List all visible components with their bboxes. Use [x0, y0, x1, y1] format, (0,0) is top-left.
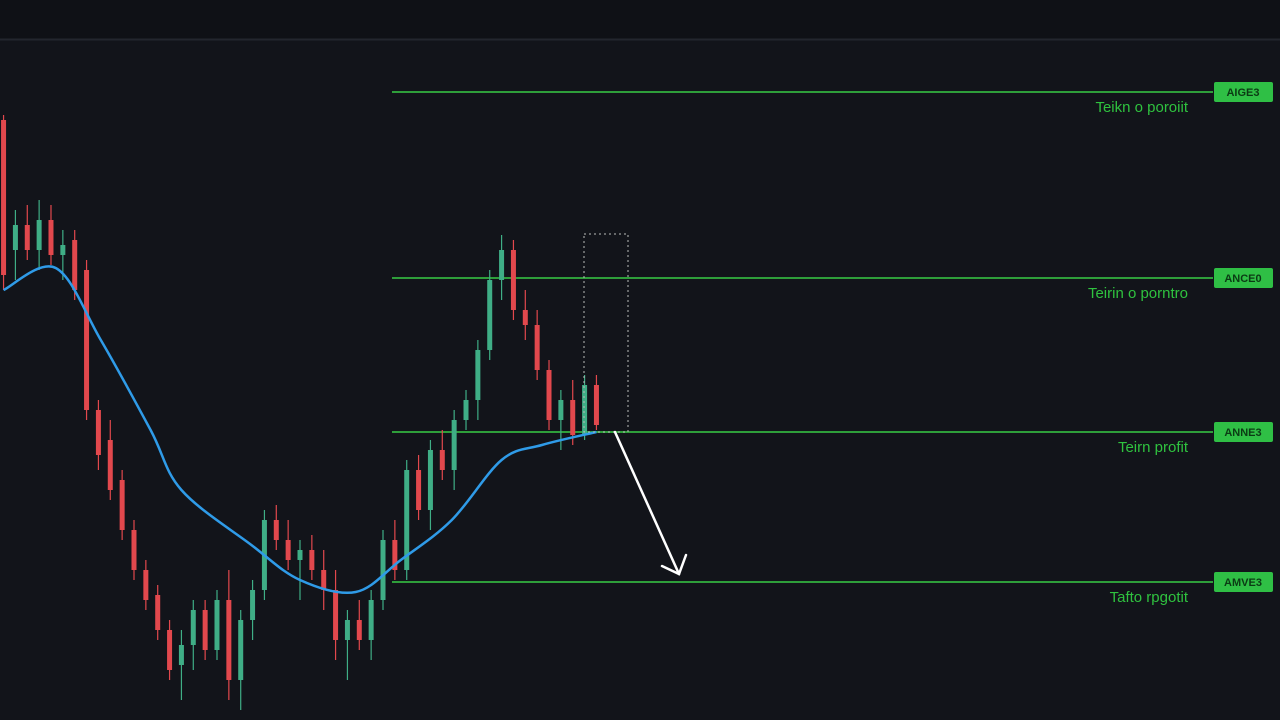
price-tag-text: AMVE3 — [1224, 577, 1262, 589]
candle-body — [285, 540, 291, 560]
price-tag — [1214, 422, 1273, 442]
candle-body — [593, 385, 599, 425]
level-label: Tafto rpgotit — [1110, 589, 1189, 606]
candle-body — [380, 540, 386, 600]
candle-body — [250, 590, 256, 620]
price-tag-text: ANCE0 — [1224, 273, 1261, 285]
candle-body — [143, 570, 149, 600]
moving-average — [2, 265, 597, 595]
candle-body — [463, 400, 469, 420]
candle-body — [131, 530, 137, 570]
candle-body — [24, 225, 30, 250]
candle-body — [238, 620, 244, 680]
candle-body — [1, 120, 7, 275]
level-label: Teirin o porntro — [1088, 285, 1188, 302]
candle-body — [333, 590, 339, 640]
candle-body — [167, 630, 173, 670]
levels: AIGE3 Teikn o poroiit ANCE0 Teirin o porntr… — [392, 82, 1273, 606]
candle-body — [356, 620, 362, 640]
candle-body — [439, 450, 445, 470]
candle-body — [178, 645, 184, 665]
candle-body — [558, 400, 564, 420]
candle-body — [510, 250, 516, 310]
top-bar — [0, 0, 1280, 39]
candle-body — [368, 600, 374, 640]
candle-body — [522, 310, 528, 325]
candle-body — [309, 550, 315, 570]
candle-body — [36, 220, 42, 250]
price-tag — [1214, 268, 1273, 288]
candle-body — [214, 600, 220, 650]
candle-body — [12, 225, 18, 250]
candle-body — [273, 520, 279, 540]
candle-body — [427, 450, 433, 510]
candle-body — [451, 420, 457, 470]
candle-body — [344, 620, 350, 640]
candle-body — [404, 470, 410, 570]
price-tag-text: AIGE3 — [1226, 87, 1259, 99]
candle-body — [392, 540, 398, 570]
candle-body — [534, 325, 540, 370]
candle-body — [321, 570, 327, 590]
candle-body — [499, 250, 505, 280]
price-tag — [1214, 82, 1273, 102]
candle-body — [119, 480, 125, 530]
price-tag — [1214, 572, 1273, 592]
candle-body — [60, 245, 66, 255]
candle-body — [226, 600, 232, 680]
price-tag-text: ANNE3 — [1224, 427, 1261, 439]
candle-body — [487, 280, 493, 350]
ma-line — [2, 265, 597, 595]
level-label: Teikn o poroiit — [1095, 99, 1188, 116]
level-label: Teirn profit — [1118, 439, 1189, 456]
candle-body — [475, 350, 481, 400]
candle-body — [297, 550, 303, 560]
candle-body — [582, 385, 588, 435]
projection-box — [583, 233, 629, 433]
candle-body — [48, 220, 54, 255]
candle-body — [546, 370, 552, 420]
candle-body — [190, 610, 196, 645]
candle-body — [95, 410, 101, 455]
candle-body — [84, 270, 90, 410]
candle-body — [570, 400, 576, 435]
candle-body — [416, 470, 422, 510]
candles — [1, 115, 599, 710]
candle-body — [72, 240, 78, 290]
down-arrow — [613, 430, 688, 576]
candle-body — [107, 440, 113, 490]
candle-body — [155, 595, 161, 630]
candle-body — [202, 610, 208, 650]
